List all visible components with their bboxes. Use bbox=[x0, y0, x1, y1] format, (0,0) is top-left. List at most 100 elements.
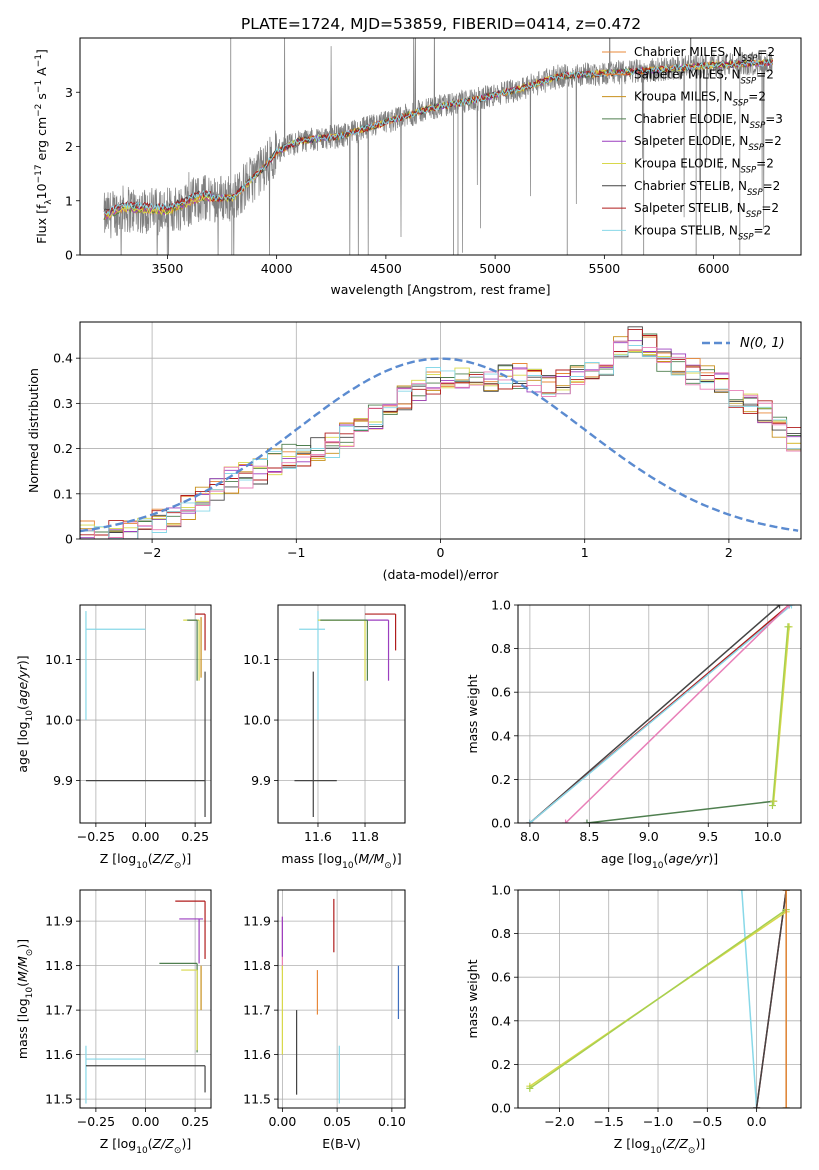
x-tick-label: 5500 bbox=[588, 261, 620, 276]
y-tick-label: 0.6 bbox=[491, 970, 511, 985]
mass-weight-marker bbox=[782, 1104, 790, 1108]
label-part: age/yr bbox=[668, 851, 709, 866]
legend-entry: Salpeter STELIB, NSSP=2 bbox=[634, 201, 779, 220]
y-tick-label: 2 bbox=[65, 139, 73, 154]
label-part: −17 bbox=[34, 164, 44, 183]
y-axis-label: mass weight bbox=[465, 674, 480, 753]
axes-frame bbox=[277, 889, 406, 1109]
mass-weight-line bbox=[772, 626, 790, 802]
label-part: 10 bbox=[650, 1146, 662, 1156]
model-line-kroupa-stelib bbox=[103, 58, 773, 215]
y-tick-label: 0.2 bbox=[491, 1057, 511, 1072]
y-tick-label: 0.6 bbox=[491, 685, 511, 700]
label-part: mass [log bbox=[15, 998, 30, 1059]
mass-weight-marker bbox=[776, 605, 784, 609]
legend-sub: SSP bbox=[748, 143, 764, 153]
label-part: age [log bbox=[15, 721, 30, 772]
figure-title: PLATE=1724, MJD=53859, FIBERID=0414, z=0… bbox=[241, 15, 641, 33]
legend-tail: =2 bbox=[764, 134, 782, 148]
mass-weight-marker bbox=[784, 623, 792, 631]
panel-mass_ebv: 0.00 0.05 0.10 11.5 11.6 11.7 11.8 11.9 E(B-V) bbox=[243, 889, 406, 1151]
legend-sub: SSP bbox=[750, 121, 766, 131]
legend-sub: SSP bbox=[741, 76, 757, 86]
panel-weight_Z: −2.0 −1.5 −1.0 −0.5 0.0 0.0 0.2 0.4 0.6 0.8 1.0 Z [… bbox=[465, 883, 802, 1156]
x-tick-label: 11.8 bbox=[351, 829, 379, 844]
label-part: Z [log bbox=[100, 1136, 136, 1151]
normal-curve bbox=[80, 357, 799, 533]
x-axis-label: age [log10(age/yr)] bbox=[601, 851, 718, 871]
residual-histogram bbox=[80, 340, 801, 539]
axes-frame bbox=[79, 889, 212, 1109]
legend-tail: =2 bbox=[756, 67, 774, 81]
label-part: −2 bbox=[34, 104, 44, 117]
label-part: ⊙ bbox=[384, 861, 392, 871]
legend: Chabrier MILES, NSSP=2 Salpeter MILES, NS… bbox=[602, 45, 783, 242]
label-part: M/M bbox=[15, 956, 30, 982]
plot-area bbox=[294, 611, 397, 817]
panel-spectrum: 3500 4000 4500 5000 5500 6000 0 1 2 3 wavelength [… bbox=[34, 37, 802, 297]
x-tick-label: −2.0 bbox=[544, 1114, 574, 1129]
residual-histogram bbox=[80, 340, 801, 539]
label-part: )] bbox=[695, 1136, 705, 1151]
label-part: )] bbox=[181, 1136, 191, 1151]
mass-weight-line bbox=[741, 890, 758, 1108]
label-part: 10 bbox=[136, 861, 148, 871]
y-axis-label: mass weight bbox=[465, 959, 480, 1038]
y-tick-label: 0.4 bbox=[491, 1013, 511, 1028]
legend-sub: SSP bbox=[746, 210, 762, 220]
label-part: M/M bbox=[359, 851, 385, 866]
mass-weight-marker bbox=[526, 819, 534, 823]
legend-entry: N(0, 1) bbox=[740, 336, 785, 351]
x-axis-label: Z [log10(Z/Z⊙)] bbox=[614, 1136, 705, 1156]
y-tick-label: 0.1 bbox=[53, 486, 73, 501]
x-tick-label: 5000 bbox=[479, 261, 511, 276]
x-tick-label: 4500 bbox=[370, 261, 402, 276]
y-tick-label: 11.9 bbox=[243, 914, 271, 929]
legend-text: Chabrier ELODIE, N bbox=[634, 112, 750, 126]
x-tick-label: 9.0 bbox=[639, 829, 659, 844]
plot-area bbox=[80, 326, 801, 539]
mass-weight-marker bbox=[583, 819, 591, 823]
plot-area bbox=[281, 898, 400, 1104]
label-part: Z [log bbox=[100, 851, 136, 866]
y-tick-label: 0.0 bbox=[491, 1101, 511, 1116]
x-tick-label: 0.05 bbox=[323, 1114, 351, 1129]
y-tick-label: 1.0 bbox=[491, 883, 511, 898]
y-tick-label: 11.5 bbox=[45, 1092, 73, 1107]
legend-entry: Chabrier MILES, NSSP=2 bbox=[634, 45, 775, 64]
y-tick-label: 0.0 bbox=[491, 816, 511, 831]
label-part: ( bbox=[15, 705, 30, 710]
mass-weight-marker bbox=[738, 890, 746, 894]
y-tick-label: 11.6 bbox=[243, 1047, 271, 1062]
legend-entry: Salpeter MILES, NSSP=2 bbox=[634, 67, 774, 86]
x-tick-label: −1.0 bbox=[643, 1114, 673, 1129]
x-tick-label: 0.00 bbox=[132, 1114, 160, 1129]
label-part: Z/Z bbox=[152, 1136, 175, 1151]
y-tick-label: 10.0 bbox=[45, 713, 73, 728]
y-tick-label: 11.5 bbox=[243, 1092, 271, 1107]
label-part: )] bbox=[15, 655, 30, 665]
x-axis-label: (data-model)/error bbox=[383, 567, 500, 582]
y-tick-label: 11.9 bbox=[45, 914, 73, 929]
x-tick-label: −2 bbox=[143, 545, 161, 560]
label-part: age [log bbox=[601, 851, 652, 866]
x-tick-label: 0.0 bbox=[747, 1114, 767, 1129]
x-tick-label: 0.10 bbox=[378, 1114, 406, 1129]
x-axis-label: mass [log10(M/M⊙)] bbox=[281, 851, 401, 871]
mass-weight-marker bbox=[782, 890, 790, 894]
legend-tail: =2 bbox=[763, 179, 781, 193]
y-tick-label: 11.8 bbox=[243, 958, 271, 973]
mass-weight-marker bbox=[562, 819, 570, 823]
mass-weight-marker bbox=[785, 605, 793, 609]
axes-frame bbox=[517, 604, 802, 824]
axes-frame bbox=[277, 604, 406, 824]
legend-text: Kroupa MILES, N bbox=[634, 90, 733, 104]
label-part: Z/Z bbox=[666, 1136, 689, 1151]
label-part: −1 bbox=[34, 54, 44, 67]
plot-area bbox=[85, 611, 206, 817]
y-tick-label: 0.2 bbox=[491, 772, 511, 787]
label-part: 10 bbox=[25, 710, 35, 722]
legend-text: Kroupa ELODIE, N bbox=[634, 157, 741, 171]
y-tick-label: 0 bbox=[65, 532, 73, 547]
y-tick-label: 11.8 bbox=[45, 958, 73, 973]
